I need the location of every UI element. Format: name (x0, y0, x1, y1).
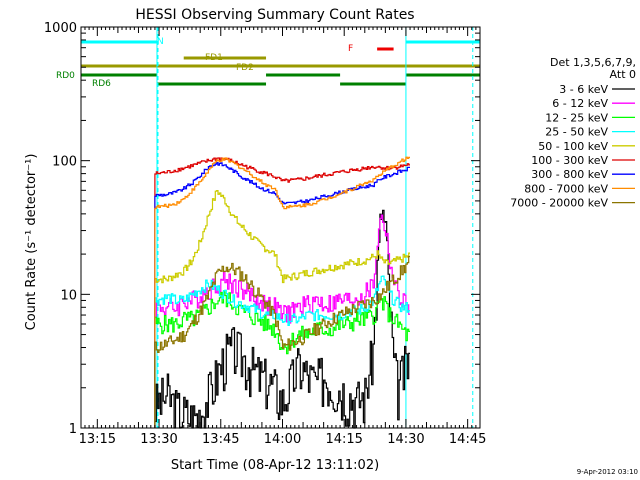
x-tick-label: 14:00 (264, 432, 301, 447)
legend-label: 50 - 100 keV (538, 140, 608, 153)
annotation-label-f: F (348, 44, 353, 54)
annotation-label-rd6: RD6 (92, 79, 111, 89)
series-line-9 (154, 255, 410, 429)
x-tick-label: 14:30 (387, 432, 424, 447)
x-tick-label: 13:45 (202, 432, 239, 447)
series-line-6 (154, 157, 410, 429)
x-tick-label: 14:45 (449, 432, 486, 447)
annotation-label-fd1: FD1 (205, 53, 223, 63)
annotation-layer: N F FD1 FD2 RD0 RD6 (56, 37, 480, 89)
legend-label: 3 - 6 keV (559, 83, 608, 96)
vertical-markers (156, 27, 474, 428)
series-5 (154, 190, 410, 429)
axes: 1 10 100 1000 13:15 13:30 13:45 14:00 14:15 14:30… (44, 21, 486, 447)
x-tick-label: 13:15 (79, 432, 116, 447)
legend-label: 7000 - 20000 keV (510, 197, 608, 210)
annotation-label-n: N (157, 37, 164, 47)
annotation-label-fd2: FD2 (236, 63, 254, 73)
series-line-1 (154, 209, 410, 429)
y-tick-label: 100 (52, 155, 77, 170)
series-1 (154, 209, 410, 429)
legend-label: 25 - 50 keV (545, 126, 608, 139)
footer-date: 9-Apr-2012 03:10 (577, 468, 638, 476)
y-tick-label: 1000 (44, 21, 77, 36)
annotation-label-rd0: RD0 (56, 71, 75, 81)
x-axis-label: Start Time (08-Apr-12 13:11:02) (171, 458, 379, 473)
series-line-7 (154, 162, 410, 429)
y-tick-label: 1 (69, 422, 77, 437)
legend-header-line: Att 0 (610, 68, 636, 81)
legend-label: 100 - 300 keV (531, 154, 608, 167)
x-tick-label: 14:15 (325, 432, 362, 447)
y-axis-label: Count Rate (s⁻¹ detector⁻¹) (24, 154, 39, 331)
chart-title: HESSI Observing Summary Count Rates (135, 7, 414, 23)
plot-frame (80, 26, 481, 429)
legend-label: 800 - 7000 keV (524, 182, 608, 195)
series-8 (154, 156, 410, 429)
series-6 (154, 157, 410, 429)
series-layer (154, 156, 410, 429)
y-tick-label: 10 (60, 288, 77, 303)
legend-header-line: Det 1,3,5,6,7,9, (550, 56, 636, 69)
legend-label: 300 - 800 keV (531, 168, 608, 181)
series-line-8 (154, 156, 410, 429)
series-line-4 (154, 275, 410, 429)
legend-label: 12 - 25 keV (545, 111, 608, 124)
series-line-5 (154, 190, 410, 429)
legend-label: 6 - 12 keV (552, 97, 608, 110)
x-tick-label: 13:30 (140, 432, 177, 447)
series-4 (154, 275, 410, 429)
series-9 (154, 255, 410, 429)
series-7 (154, 162, 410, 429)
